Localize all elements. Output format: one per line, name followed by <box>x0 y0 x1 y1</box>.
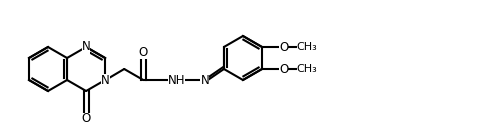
Text: N: N <box>82 41 91 54</box>
Text: N: N <box>101 73 110 86</box>
Text: CH₃: CH₃ <box>297 64 318 74</box>
Text: O: O <box>279 41 288 54</box>
Text: N: N <box>200 73 209 86</box>
Text: NH: NH <box>167 73 185 86</box>
Text: O: O <box>82 112 91 125</box>
Text: CH₃: CH₃ <box>297 42 318 52</box>
Text: O: O <box>139 45 148 58</box>
Text: O: O <box>279 62 288 75</box>
